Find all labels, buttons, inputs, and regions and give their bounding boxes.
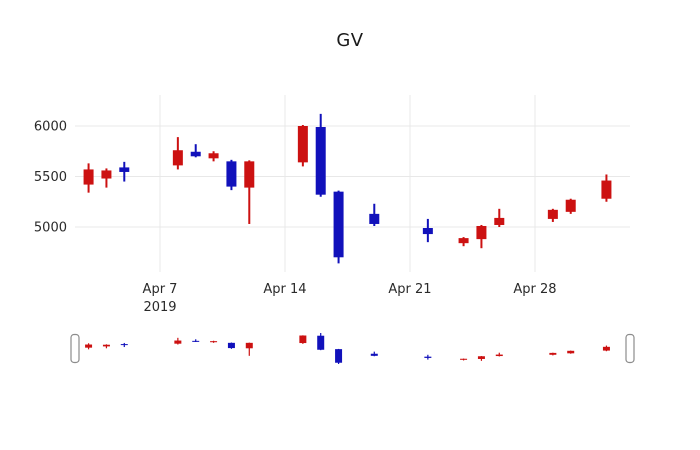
candle-body [333,191,344,258]
candlestick [119,161,130,182]
x-axis-labels: Apr 7 Apr 14 Apr 21 Apr 28 2019 [143,282,557,315]
candle-body [192,340,200,342]
candle-body [244,161,255,188]
rangeslider-handle-right[interactable] [625,333,635,364]
candle-body [369,213,380,224]
candlestick [208,151,219,162]
candle-body [208,153,219,159]
rangeslider-candlestick [370,351,378,357]
y-tick-label: 6000 [34,120,67,135]
candlestick [315,113,326,197]
chart-title: GV [336,30,364,51]
x-tick-label: Apr 14 [263,282,306,297]
candlestick [547,208,558,222]
rangeslider-handle-left[interactable] [70,333,80,364]
candle-body [101,170,112,179]
candle-body [102,344,110,347]
candle-body [297,126,308,163]
candle-body [549,352,557,355]
rangeslider-candlestick [549,352,557,356]
candlestick [458,237,469,247]
candlestick [476,224,487,249]
rangeslider-candlestick [192,339,200,343]
candle-body [460,358,468,360]
rangeslider-candlestick [495,352,503,357]
rangeslider-candlestick [460,358,468,361]
candlestick [297,124,308,167]
candle-body [85,344,93,348]
y-tick-label: 5000 [34,221,67,236]
gridlines [75,95,630,272]
x-axis-year-label: 2019 [143,300,176,315]
candlestick [333,190,344,264]
candle-body [245,342,253,349]
rangeslider-candlestick [317,333,325,351]
candle-body [335,349,343,363]
candle-body [495,354,503,357]
rangeslider-candlestick [424,354,432,360]
x-tick-label: Apr 7 [143,282,178,297]
candlestick [172,137,183,170]
rangeslider-candlestick [245,342,253,356]
candlestick [422,218,433,243]
rangeslider-candlestick [120,342,128,348]
rangeslider-candlestick [477,356,485,361]
candlestick [244,160,255,224]
candle-body [210,341,218,343]
rangeslider-candlestick [567,350,575,354]
x-tick-label: Apr 21 [388,282,431,297]
candle-body [422,228,433,235]
candle-body [315,127,326,195]
candle-body [601,180,612,199]
candle-body [547,209,558,219]
candle-body [424,356,432,358]
candlestick [190,144,201,158]
candlestick [226,159,237,191]
rangeslider-candlestick [299,335,307,344]
candle-body [317,335,325,350]
rangeslider-candlestick [335,348,343,364]
rangeslider-candlestick [210,340,218,343]
rangeslider-candlestick [102,344,110,349]
candle-body [567,350,575,354]
candle-body [565,199,576,212]
candlestick [369,203,380,226]
rangeslider-candlestick [602,345,610,352]
candles-main [83,113,612,264]
candle-body [190,151,201,157]
candle-body [458,238,469,244]
y-axis-labels: 5000 5500 6000 [34,120,67,236]
y-tick-label: 5500 [34,170,67,185]
x-tick-label: Apr 28 [513,282,556,297]
candlestick [494,208,505,227]
rangeslider[interactable] [70,333,635,364]
candle-body [83,169,94,185]
candle-body [494,217,505,225]
candle-body [227,342,235,349]
candle-body [226,161,237,187]
candlestick [101,168,112,188]
candle-body [299,335,307,344]
candle-body [174,340,182,344]
candlestick [83,163,94,193]
candle-body [172,150,183,166]
candle-body [370,353,378,356]
rangeslider-candlestick [85,343,93,350]
candlestick [601,174,612,202]
candle-body [602,346,610,351]
candle-body [476,225,487,240]
candle-body [119,167,130,172]
candlestick [565,198,576,214]
rangeslider-candlestick [174,337,182,345]
rangeslider-candlestick [227,342,235,349]
candle-body [120,344,128,346]
candle-body [477,356,485,359]
